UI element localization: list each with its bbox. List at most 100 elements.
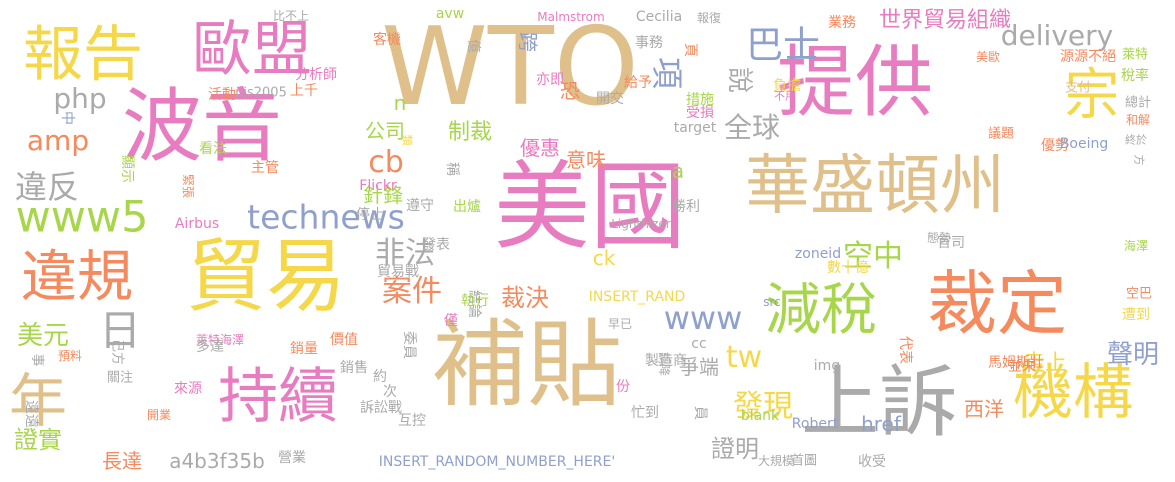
cloud-word: img: [813, 358, 841, 374]
cloud-word: 違反: [14, 168, 80, 206]
cloud-word: technews: [247, 197, 405, 237]
cloud-word: Boeing: [1059, 136, 1109, 152]
cloud-word: n: [393, 91, 407, 115]
cloud-word: 事務: [635, 35, 663, 51]
cloud-word: 西洋: [964, 397, 1004, 421]
cloud-word: 來源: [174, 381, 202, 397]
cloud-word: www5: [15, 192, 149, 243]
cloud-word: 證實: [14, 426, 62, 454]
cloud-word: 次: [383, 384, 397, 400]
cloud-word: 製造商: [645, 353, 687, 369]
cloud-word: cb: [368, 145, 404, 180]
cloud-word: 結論: [466, 290, 482, 318]
cloud-word: 機構: [1013, 358, 1133, 428]
cloud-word: 歐盟: [192, 15, 312, 85]
cloud-word: INSERT_RAND: [588, 289, 686, 305]
cloud-word: 美國: [494, 151, 686, 263]
cloud-word: 貿易: [186, 230, 346, 323]
cloud-word: amp: [26, 124, 90, 157]
cloud-word: 華盛頓州: [744, 148, 1006, 224]
cloud-word: 貿易戰: [377, 264, 419, 280]
cloud-word: zoneid: [794, 246, 842, 262]
cloud-word: avw: [435, 6, 465, 22]
cloud-word: 開業: [146, 408, 172, 422]
cloud-word: INSERT_RANDOM_NUMBER_HERE': [378, 454, 616, 470]
cloud-word: 總計: [1124, 95, 1152, 111]
cloud-word: 業務: [828, 15, 856, 31]
cloud-word: 報告: [23, 20, 143, 90]
cloud-word: 活動: [208, 87, 236, 103]
cloud-word: 調降: [657, 351, 671, 377]
cloud-word: 大規模: [757, 454, 795, 468]
cloud-word: 態勢: [926, 231, 952, 245]
cloud-word: Robert: [791, 416, 839, 432]
cloud-word: 全球: [723, 111, 781, 144]
cloud-word: 日: [98, 306, 142, 355]
cloud-word: 比不上: [272, 9, 310, 23]
cloud-word: 和解: [1125, 113, 1151, 127]
cloud-word: 海澤: [1123, 239, 1149, 253]
cloud-word: 空巴: [1125, 286, 1153, 302]
cloud-word: 爭端: [679, 355, 719, 379]
cloud-word: 證明: [711, 435, 759, 463]
cloud-word: 發表: [422, 237, 450, 253]
cloud-word: 稱: [444, 162, 460, 176]
cloud-word: 給予: [624, 75, 652, 91]
cloud-word: 銷售: [340, 360, 368, 376]
cloud-word: 數十億: [827, 260, 869, 276]
cloud-word: 跨: [516, 32, 540, 52]
cloud-word: 執行: [461, 293, 489, 309]
cloud-word: 主管: [251, 160, 279, 176]
cloud-word: 遭到: [1122, 307, 1150, 323]
cloud-word: 多達: [196, 339, 224, 355]
cloud-word: 受損: [686, 105, 714, 121]
cloud-word: 忙到: [631, 405, 659, 421]
cloud-word: 優勢: [1041, 138, 1069, 154]
cloud-word: 空中: [843, 239, 903, 274]
cloud-word: 委員: [401, 331, 417, 359]
cloud-word: 並未: [1008, 359, 1036, 375]
cloud-word: 出爐: [453, 199, 481, 215]
cloud-word: 議題: [987, 126, 1015, 142]
cloud-word: 違規: [21, 245, 133, 310]
cloud-word: 亦即: [536, 72, 564, 88]
cloud-word: Flickr: [359, 178, 397, 194]
cloud-word: Lighthizer: [611, 217, 671, 231]
cloud-word: 開交: [596, 91, 624, 107]
cloud-word: 上訴: [800, 358, 958, 448]
cloud-word: 恐: [560, 79, 580, 103]
cloud-word: Cecilia: [635, 9, 683, 25]
cloud-word: href: [861, 412, 901, 436]
cloud-word: 公司: [365, 119, 405, 143]
cloud-word: 顯示: [119, 155, 135, 183]
cloud-word: 頁: [682, 43, 698, 57]
cloud-word: 分析師: [295, 67, 337, 83]
cloud-word: 官司: [937, 235, 965, 251]
cloud-word: 美元: [16, 321, 70, 351]
cloud-word: 類: [400, 134, 414, 146]
cloud-word: 萊特海澤: [195, 333, 245, 347]
cloud-word: 宗: [1064, 62, 1120, 127]
cloud-word: 報復: [696, 11, 722, 25]
cloud-word: delivery: [1000, 19, 1114, 52]
cloud-word: 早已: [607, 317, 633, 331]
cloud-word: 上千: [290, 83, 318, 99]
cloud-word: 緊張: [181, 173, 195, 199]
cloud-word: WTO: [381, 5, 639, 130]
cloud-word: 項: [648, 56, 686, 90]
cloud-word: pjs2005: [235, 85, 287, 101]
cloud-word: 裁定: [927, 263, 1067, 345]
cloud-word: blank: [740, 408, 780, 424]
cloud-word: cc: [691, 336, 707, 352]
cloud-word: 案件: [382, 274, 442, 309]
cloud-word: 互控: [398, 413, 426, 429]
cloud-word: 優惠: [520, 136, 560, 160]
cloud-word: ck: [592, 246, 616, 270]
cloud-word: 美歐: [975, 50, 1001, 64]
cloud-word: 僅: [444, 313, 458, 329]
cloud-word: 走上: [1022, 351, 1068, 376]
cloud-word: 勝利: [672, 199, 700, 215]
cloud-word: 終於: [1125, 133, 1147, 147]
cloud-word: 發現: [733, 389, 793, 424]
cloud-word: 說: [724, 66, 754, 94]
